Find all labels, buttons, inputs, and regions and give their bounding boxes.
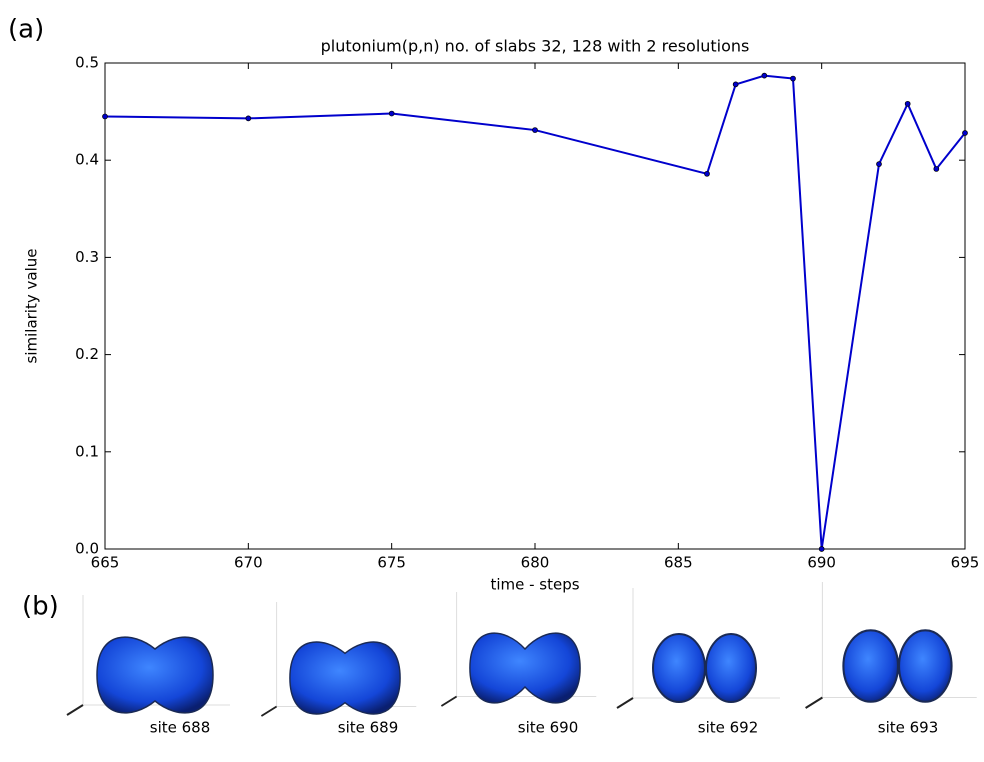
data-point (102, 113, 108, 120)
blob (96, 636, 214, 714)
data-point (704, 170, 710, 177)
blob (842, 629, 900, 703)
blob (289, 641, 401, 715)
data-point (818, 546, 825, 552)
data-point (532, 127, 538, 133)
blob (898, 629, 953, 703)
y-tick-label: 0.2 (75, 345, 99, 363)
x-tick-label: 685 (664, 554, 693, 572)
data-point (245, 115, 252, 122)
blob (652, 633, 706, 703)
axis-stub (260, 705, 278, 717)
data-point (761, 72, 768, 79)
axis-stub (66, 704, 84, 716)
axis-stub (616, 697, 634, 709)
site-label: site 689 (338, 719, 399, 737)
axis-stub (805, 696, 823, 709)
site-label: site 690 (518, 719, 579, 737)
x-tick-label: 670 (234, 554, 263, 572)
site-render (805, 582, 977, 709)
chart-title: plutonium(p,n) no. of slabs 32, 128 with… (321, 37, 750, 56)
data-line (104, 74, 966, 550)
x-tick-label: 665 (91, 554, 120, 572)
panel-label: (b) (22, 592, 59, 622)
x-tick-label: 680 (521, 554, 550, 572)
x-axis-label: time - steps (490, 576, 579, 594)
data-point (933, 166, 940, 172)
data-point (388, 110, 395, 117)
y-tick-label: 0.1 (75, 442, 99, 460)
blob (705, 633, 757, 703)
site-render (260, 601, 417, 717)
site-label: site 693 (878, 719, 939, 737)
y-tick-label: 0.5 (75, 54, 99, 72)
plot-frame (104, 62, 966, 550)
y-tick-label: 0.0 (75, 540, 99, 558)
site-label: site 688 (150, 719, 211, 737)
site-render (66, 595, 230, 716)
data-point (962, 130, 968, 136)
axis-stub (440, 695, 458, 707)
site-render (440, 591, 597, 707)
panel-label: (a) (8, 15, 44, 45)
site-render (616, 588, 780, 709)
data-point (790, 75, 796, 82)
site-label: site 692 (698, 719, 759, 737)
y-axis-label: similarity value (23, 249, 41, 364)
x-tick-label: 690 (807, 554, 836, 572)
data-point (904, 100, 911, 107)
x-tick-label: 675 (377, 554, 406, 572)
x-tick-label: 695 (951, 554, 980, 572)
data-point (732, 81, 739, 88)
y-tick-label: 0.3 (75, 248, 99, 266)
data-point (876, 161, 882, 167)
y-tick-label: 0.4 (75, 151, 99, 169)
blob (469, 632, 581, 704)
